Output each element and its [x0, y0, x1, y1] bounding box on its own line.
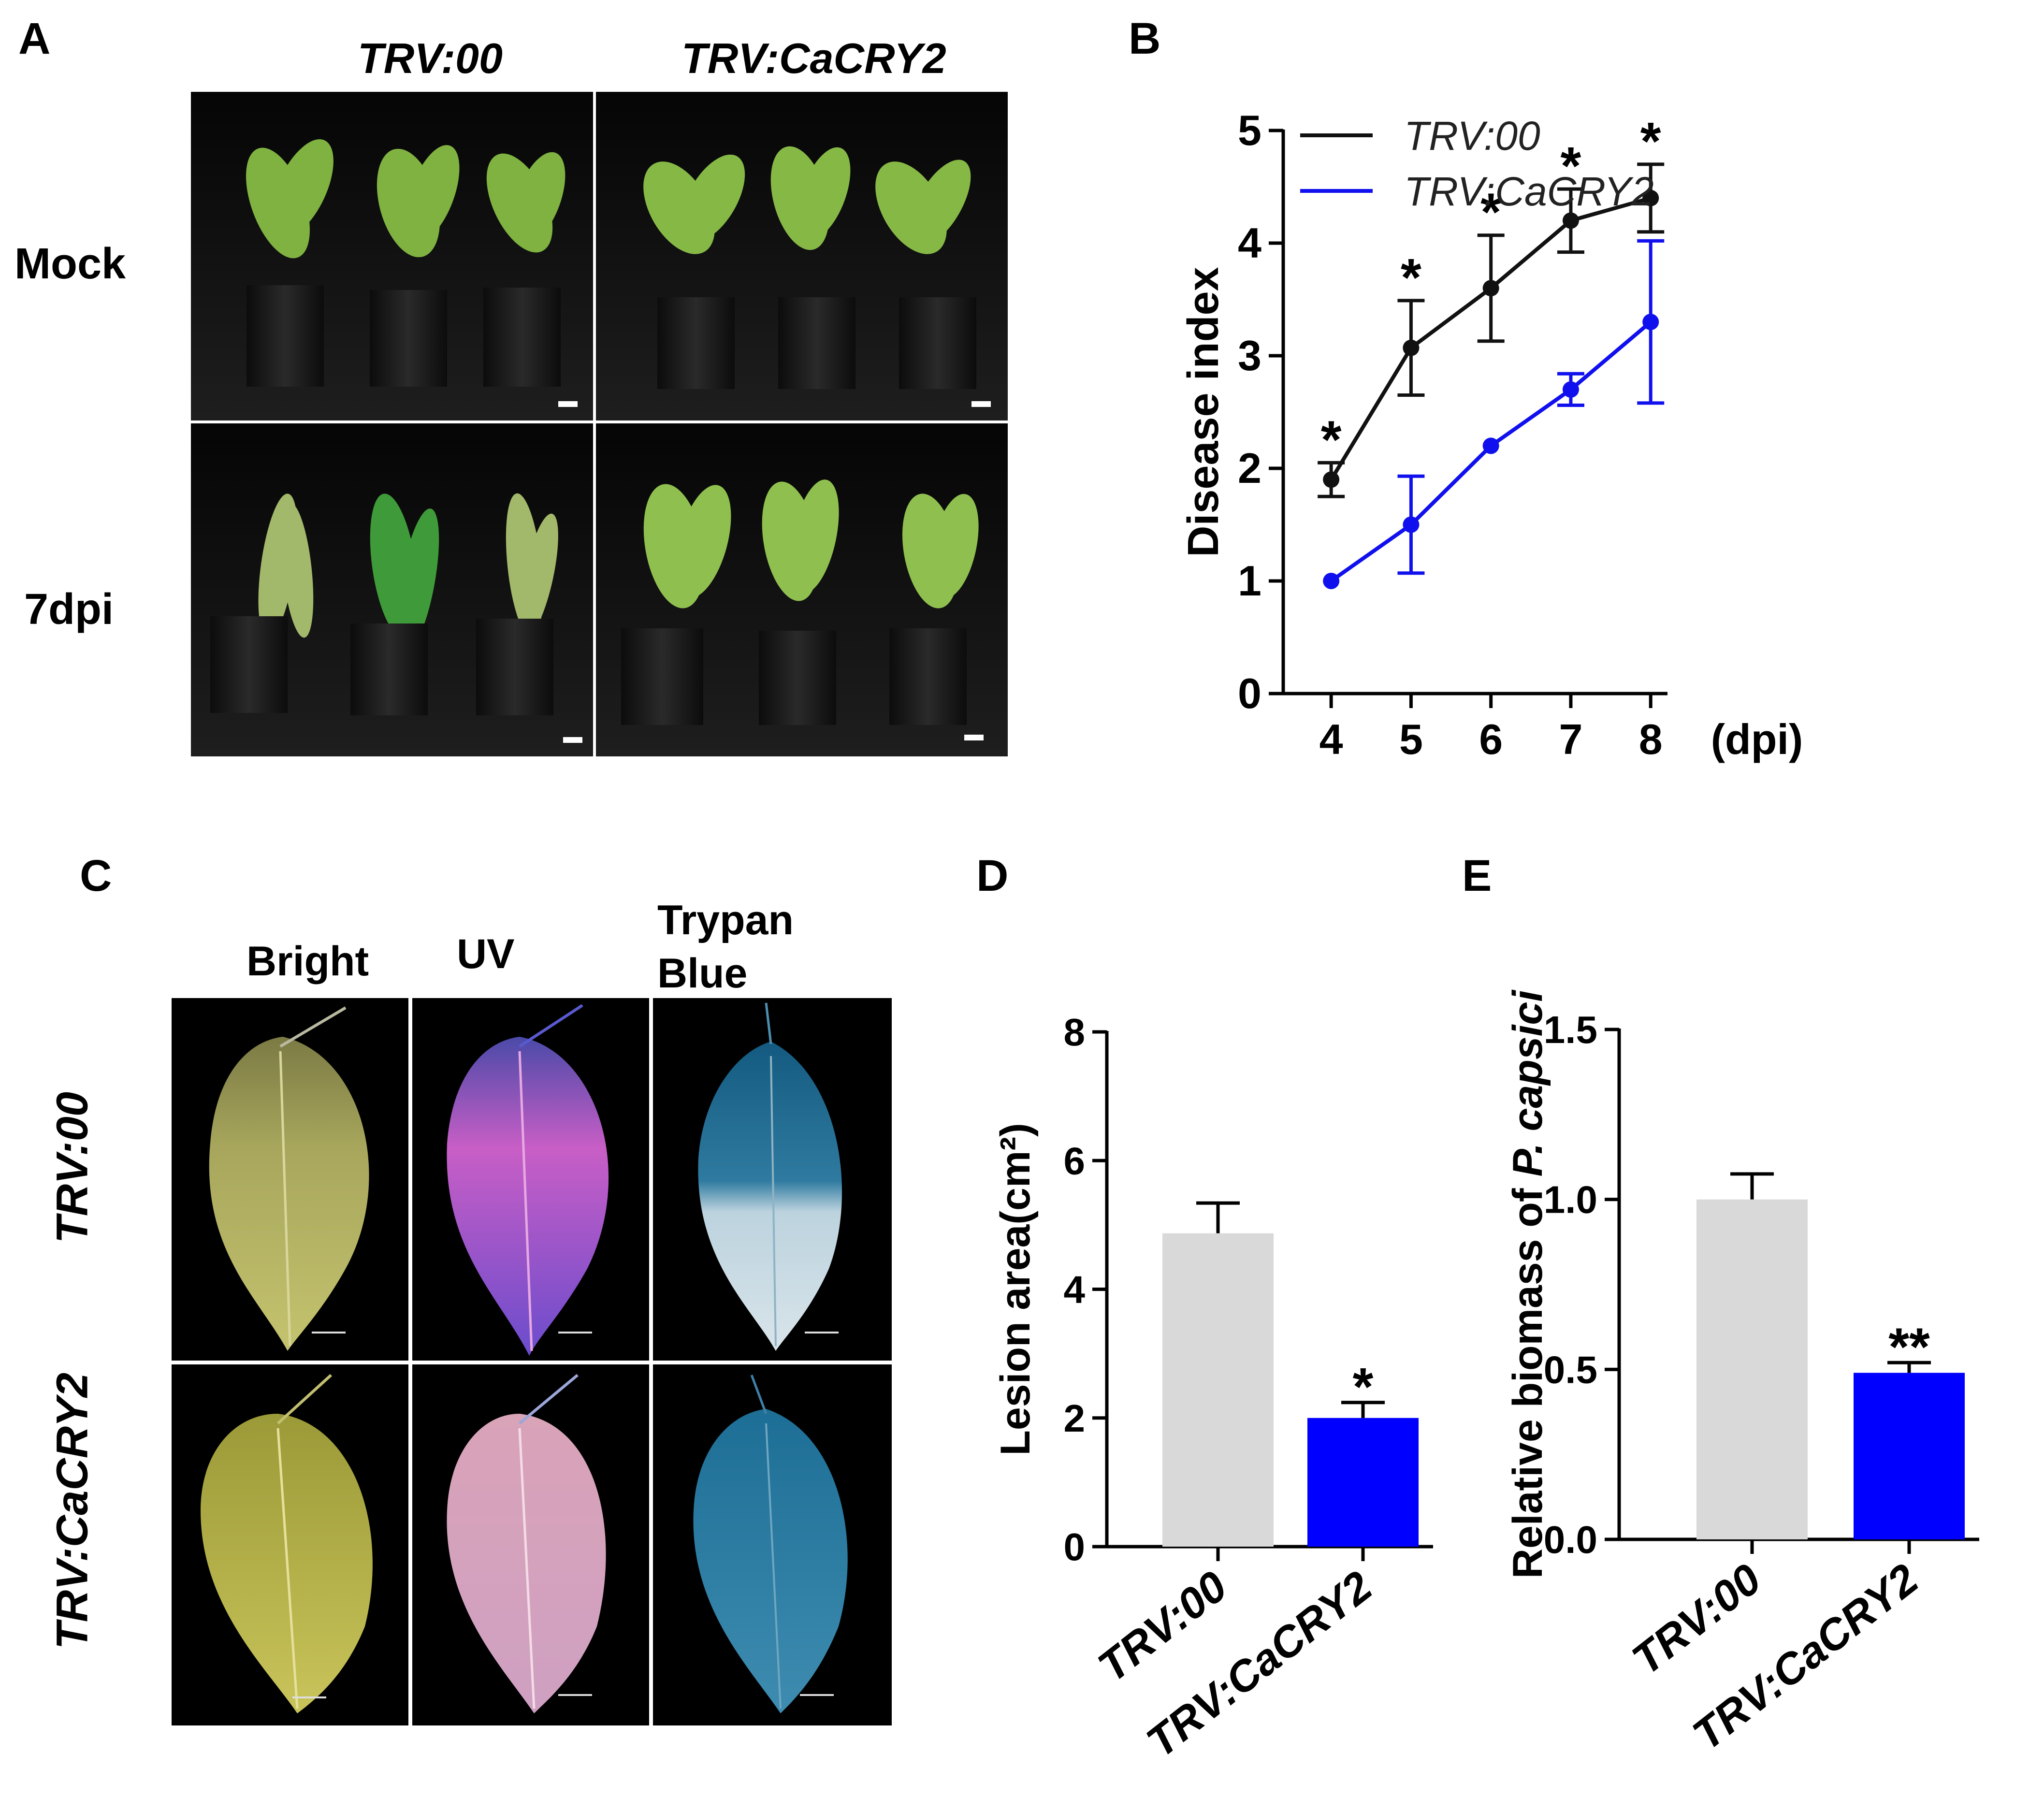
b-y-tick-label: 0: [1238, 669, 1261, 717]
b-x-tick-label: 7: [1559, 715, 1582, 763]
b-y-tick-label: 4: [1238, 219, 1261, 267]
panel-c-col-trypan: Trypan: [657, 897, 794, 943]
e-bar-0: [1696, 1199, 1808, 1539]
panel-c-col-bright: Bright: [246, 938, 369, 985]
leaf-photo-trvcacry2-uv: [412, 1364, 649, 1725]
photo-a-7dpi-trv00: [191, 423, 593, 756]
b-y-tick-label: 2: [1238, 444, 1261, 492]
b-point-series-1: [1562, 381, 1579, 398]
photo-a-mock-trv00: [191, 92, 593, 420]
b-legend-label-1: TRV:CaCRY2: [1404, 169, 1654, 214]
b-point-series-1: [1323, 573, 1340, 589]
panel-d-letter: D: [976, 851, 1009, 900]
d-y-axis-title: Lesion area(cm²): [992, 1123, 1039, 1455]
e-y-tick-label: 0.5: [1544, 1348, 1597, 1391]
leaf-photo-trv00-uv: [412, 998, 649, 1361]
panel-c-col-uv: UV: [457, 931, 515, 977]
panel-a-row-7dpi: 7dpi: [24, 585, 114, 634]
d-bar-1: [1307, 1418, 1419, 1547]
b-point-series-0: [1403, 339, 1420, 356]
b-significance-mark: *: [1561, 136, 1581, 196]
leaf-photo-trvcacry2-trypan: [653, 1364, 892, 1725]
b-point-series-1: [1642, 314, 1659, 331]
e-significance-mark: **: [1888, 1317, 1930, 1377]
e-bar-1: [1854, 1373, 1965, 1539]
d-y-tick-label: 0: [1064, 1525, 1086, 1568]
b-x-tick-label: 6: [1479, 715, 1503, 763]
b-x-unit-label: (dpi): [1711, 715, 1803, 763]
e-y-tick-label: 1.0: [1544, 1178, 1597, 1221]
panel-c-leaf-grid: [172, 998, 892, 1725]
e-y-tick-label: 1.5: [1544, 1008, 1597, 1051]
d-y-tick-label: 6: [1064, 1139, 1086, 1182]
b-y-axis-title: Disease index: [1179, 267, 1228, 557]
e-y-axis-title-part: P. capsici: [1505, 989, 1551, 1177]
leaf-photo-trv00-bright: [172, 998, 408, 1361]
d-bar-0: [1162, 1233, 1274, 1547]
e-y-axis-title-part: Relative biomass of: [1505, 1177, 1551, 1579]
b-y-tick-label: 5: [1238, 106, 1261, 154]
d-y-tick-label: 4: [1064, 1268, 1086, 1311]
b-legend-label-0: TRV:00: [1404, 113, 1540, 159]
photo-a-mock-trvcacry2: [596, 92, 1008, 420]
panel-e-letter: E: [1462, 851, 1492, 900]
b-y-tick-label: 1: [1238, 557, 1261, 605]
d-y-axis-title-part: Lesion area(cm²): [992, 1123, 1039, 1455]
d-significance-mark: *: [1353, 1357, 1374, 1417]
leaf-photo-trvcacry2-bright: [172, 1364, 408, 1725]
b-point-series-1: [1403, 516, 1420, 533]
e-y-axis-title: Relative biomass of P. capsici: [1505, 989, 1551, 1579]
leaf-photo-trv00-trypan: [653, 998, 892, 1361]
b-significance-mark: *: [1480, 183, 1501, 242]
d-y-tick-label: 8: [1064, 1011, 1086, 1054]
b-x-tick-label: 5: [1399, 715, 1423, 763]
panel-c-row-trvcacry2: TRV:CaCRY2: [47, 1372, 97, 1650]
b-point-series-0: [1562, 212, 1579, 229]
panel-b-line-chart: 0 1 2 3 4 5 4 5 6 7 8 (dpi) Disease index * * * * * TRV:00…: [1179, 106, 1803, 763]
panel-a-photo-grid: [191, 92, 1008, 756]
b-point-series-0: [1642, 189, 1659, 206]
photo-a-7dpi-trvcacry2: [596, 423, 1008, 756]
b-x-tick-label: 4: [1319, 715, 1343, 763]
e-y-tick-label: 0.0: [1544, 1518, 1597, 1561]
b-x-tick-label: 8: [1639, 715, 1663, 763]
panel-c-letter: C: [80, 851, 112, 900]
b-significance-mark: *: [1321, 410, 1342, 469]
panel-b-letter: B: [1129, 14, 1161, 63]
panel-a-row-mock: Mock: [14, 240, 126, 288]
b-point-series-0: [1482, 280, 1499, 297]
panel-a-col-trv00: TRV:00: [358, 34, 503, 82]
b-significance-mark: *: [1401, 248, 1421, 307]
b-point-series-0: [1323, 471, 1340, 488]
b-y-tick-label: 3: [1238, 332, 1261, 379]
d-y-tick-label: 2: [1064, 1397, 1086, 1440]
panel-a-col-trvcacry2: TRV:CaCRY2: [681, 34, 946, 82]
panel-c-col-blue: Blue: [657, 950, 748, 997]
b-significance-mark: *: [1640, 112, 1661, 171]
panel-a-letter: A: [18, 14, 51, 63]
panel-c-row-trv00: TRV:00: [47, 1091, 97, 1244]
e-x-tick-label: TRV:00: [1624, 1555, 1770, 1684]
b-point-series-1: [1482, 437, 1499, 454]
